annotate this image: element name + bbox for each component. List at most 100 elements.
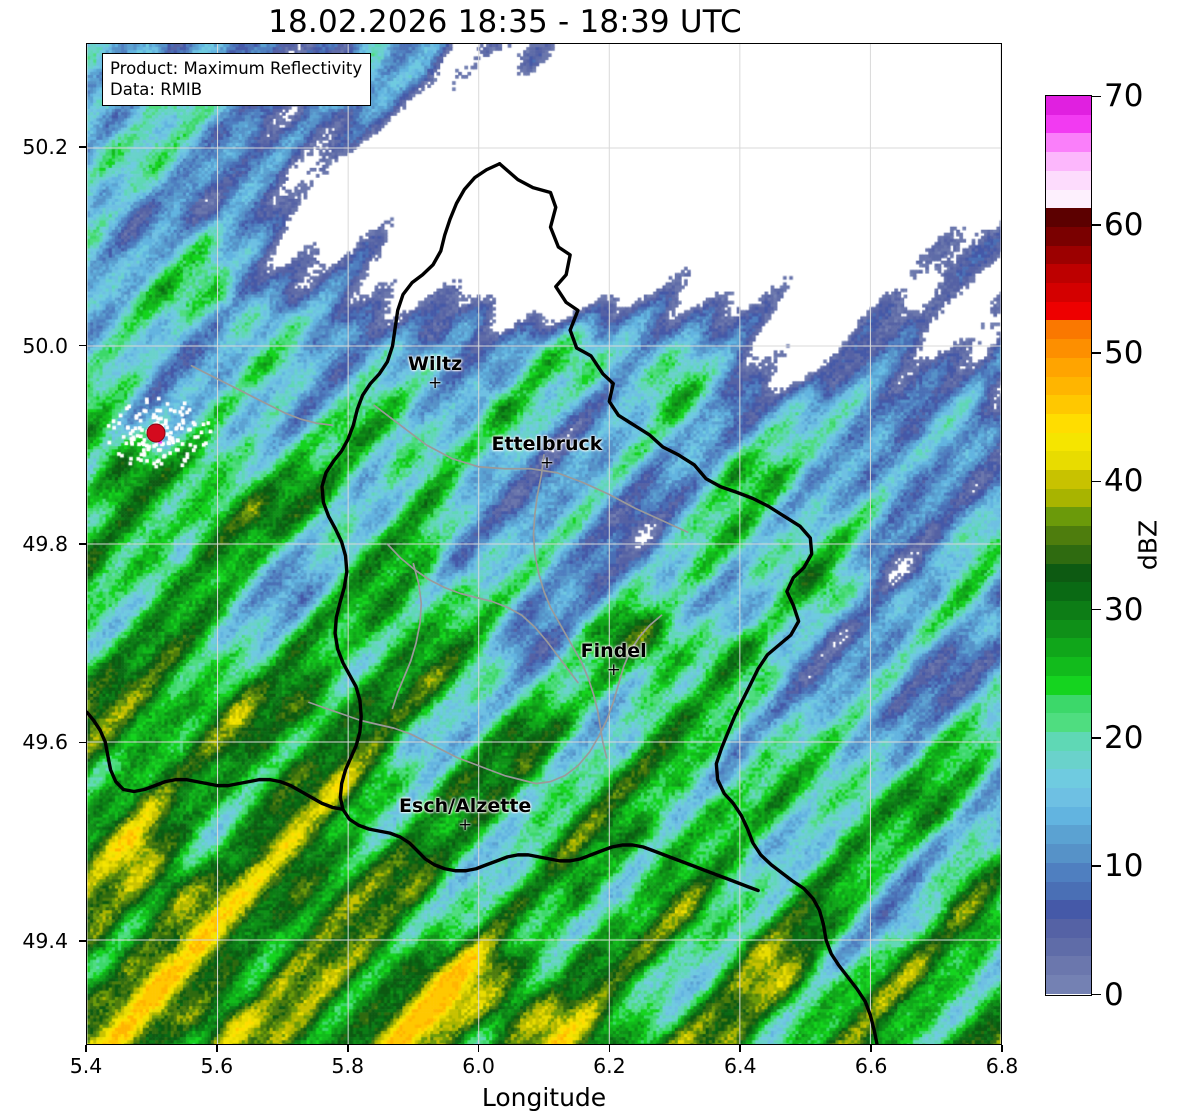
colorbar-band — [1046, 395, 1091, 414]
y-tick-label: 49.4 — [22, 928, 68, 953]
x-tick-label: 5.8 — [331, 1054, 365, 1078]
colorbar-band — [1046, 956, 1091, 976]
colorbar-band — [1046, 675, 1091, 695]
info-product-line: Product: Maximum Reflectivity — [110, 59, 363, 78]
colorbar-tick-label: 10 — [1104, 848, 1144, 885]
colorbar-band — [1046, 320, 1091, 340]
colorbar-tick-mark — [1092, 352, 1101, 354]
colorbar-band — [1046, 788, 1091, 807]
colorbar-band — [1046, 339, 1091, 358]
x-tick-label: 5.4 — [69, 1054, 103, 1078]
y-tick-label: 50.0 — [22, 333, 68, 358]
colorbar-band — [1046, 600, 1091, 620]
colorbar-tick-label: 30 — [1104, 591, 1144, 628]
colorbar-band — [1046, 451, 1091, 471]
colorbar-band — [1046, 806, 1091, 826]
river-and-road-lines — [190, 364, 689, 785]
colorbar-label: dBZ — [1133, 519, 1163, 571]
colorbar-band — [1046, 713, 1091, 732]
colorbar-tick-mark — [1092, 993, 1101, 996]
colorbar-band — [1046, 544, 1091, 564]
colorbar-band — [1046, 657, 1091, 676]
country-border-lines — [87, 162, 879, 1044]
colorbar-band — [1046, 488, 1091, 508]
colorbar-band — [1046, 376, 1091, 396]
x-tick-mark — [1001, 1045, 1003, 1052]
colorbar-tick-label: 20 — [1104, 719, 1144, 756]
colorbar-tick-label: 70 — [1104, 78, 1144, 115]
colorbar-band — [1046, 918, 1091, 938]
colorbar-band — [1046, 731, 1091, 751]
colorbar-band — [1046, 226, 1091, 246]
x-tick-label: 6.4 — [723, 1054, 757, 1078]
colorbar-tick-mark — [1092, 737, 1101, 739]
colorbar-band — [1046, 133, 1091, 153]
colorbar-band — [1046, 975, 1091, 994]
colorbar-band — [1046, 208, 1091, 227]
colorbar-band — [1046, 432, 1091, 452]
y-tick-mark — [79, 344, 86, 347]
colorbar-band — [1046, 152, 1091, 171]
x-tick-label: 5.6 — [200, 1054, 234, 1078]
y-tick-mark — [79, 146, 86, 148]
colorbar-band — [1046, 170, 1091, 190]
colorbar-band — [1046, 357, 1091, 377]
colorbar-tick-mark — [1092, 608, 1101, 611]
colorbar-band — [1046, 114, 1091, 134]
x-tick-mark — [477, 1045, 480, 1052]
colorbar-band — [1046, 470, 1091, 489]
map-vector-overlay — [87, 44, 1001, 1044]
colorbar-band — [1046, 283, 1091, 302]
colorbar-band — [1046, 844, 1091, 863]
colorbar-tick-label: 40 — [1104, 463, 1144, 500]
colorbar[interactable] — [1045, 95, 1092, 996]
colorbar-band — [1046, 526, 1091, 545]
x-tick-mark — [85, 1045, 87, 1052]
colorbar-band — [1046, 638, 1091, 658]
info-data-line: Data: RMIB — [110, 80, 203, 100]
x-tick-mark — [608, 1045, 611, 1052]
colorbar-band — [1046, 301, 1091, 321]
colorbar-band — [1046, 264, 1091, 284]
y-tick-label: 50.2 — [22, 135, 68, 160]
colorbar-band — [1046, 507, 1091, 527]
colorbar-tick-label: 60 — [1104, 206, 1144, 243]
x-tick-mark — [870, 1045, 872, 1052]
colorbar-band — [1046, 900, 1091, 919]
colorbar-band — [1046, 825, 1091, 845]
radar-station-marker — [146, 423, 166, 443]
radar-map-plot[interactable]: Product: Maximum Reflectivity Data: RMIB… — [86, 43, 1002, 1045]
y-tick-mark — [79, 741, 86, 744]
x-tick-label: 6.0 — [462, 1054, 495, 1078]
colorbar-band — [1046, 96, 1091, 115]
colorbar-band — [1046, 413, 1091, 433]
colorbar-band — [1046, 189, 1091, 209]
x-tick-label: 6.6 — [854, 1054, 888, 1078]
colorbar-tick-label: 0 — [1104, 976, 1124, 1013]
colorbar-tick-mark — [1092, 865, 1101, 868]
x-tick-label: 6.8 — [985, 1054, 1019, 1078]
y-tick-mark — [79, 940, 86, 942]
x-tick-mark — [216, 1045, 218, 1052]
product-info-box: Product: Maximum Reflectivity Data: RMIB — [102, 53, 372, 107]
colorbar-band — [1046, 563, 1091, 583]
colorbar-band — [1046, 881, 1091, 901]
colorbar-band — [1046, 694, 1091, 714]
y-tick-label: 49.8 — [22, 532, 68, 556]
colorbar-band — [1046, 582, 1091, 601]
colorbar-band — [1046, 619, 1091, 639]
radar-station-dot — [146, 423, 166, 443]
colorbar-tick-mark — [1092, 223, 1101, 226]
colorbar-band — [1046, 862, 1091, 882]
x-tick-mark — [346, 1045, 349, 1052]
colorbar-tick-label: 50 — [1104, 335, 1144, 372]
colorbar-band — [1046, 750, 1091, 770]
colorbar-band — [1046, 937, 1091, 957]
grid-lines — [87, 44, 1001, 1044]
x-tick-label: 6.2 — [593, 1054, 626, 1078]
figure-title: 18.02.2026 18:35 - 18:39 UTC — [268, 4, 742, 40]
x-axis-label: Longitude — [481, 1083, 607, 1112]
x-tick-mark — [739, 1045, 742, 1052]
colorbar-band — [1046, 245, 1091, 265]
colorbar-tick-mark — [1092, 480, 1101, 483]
